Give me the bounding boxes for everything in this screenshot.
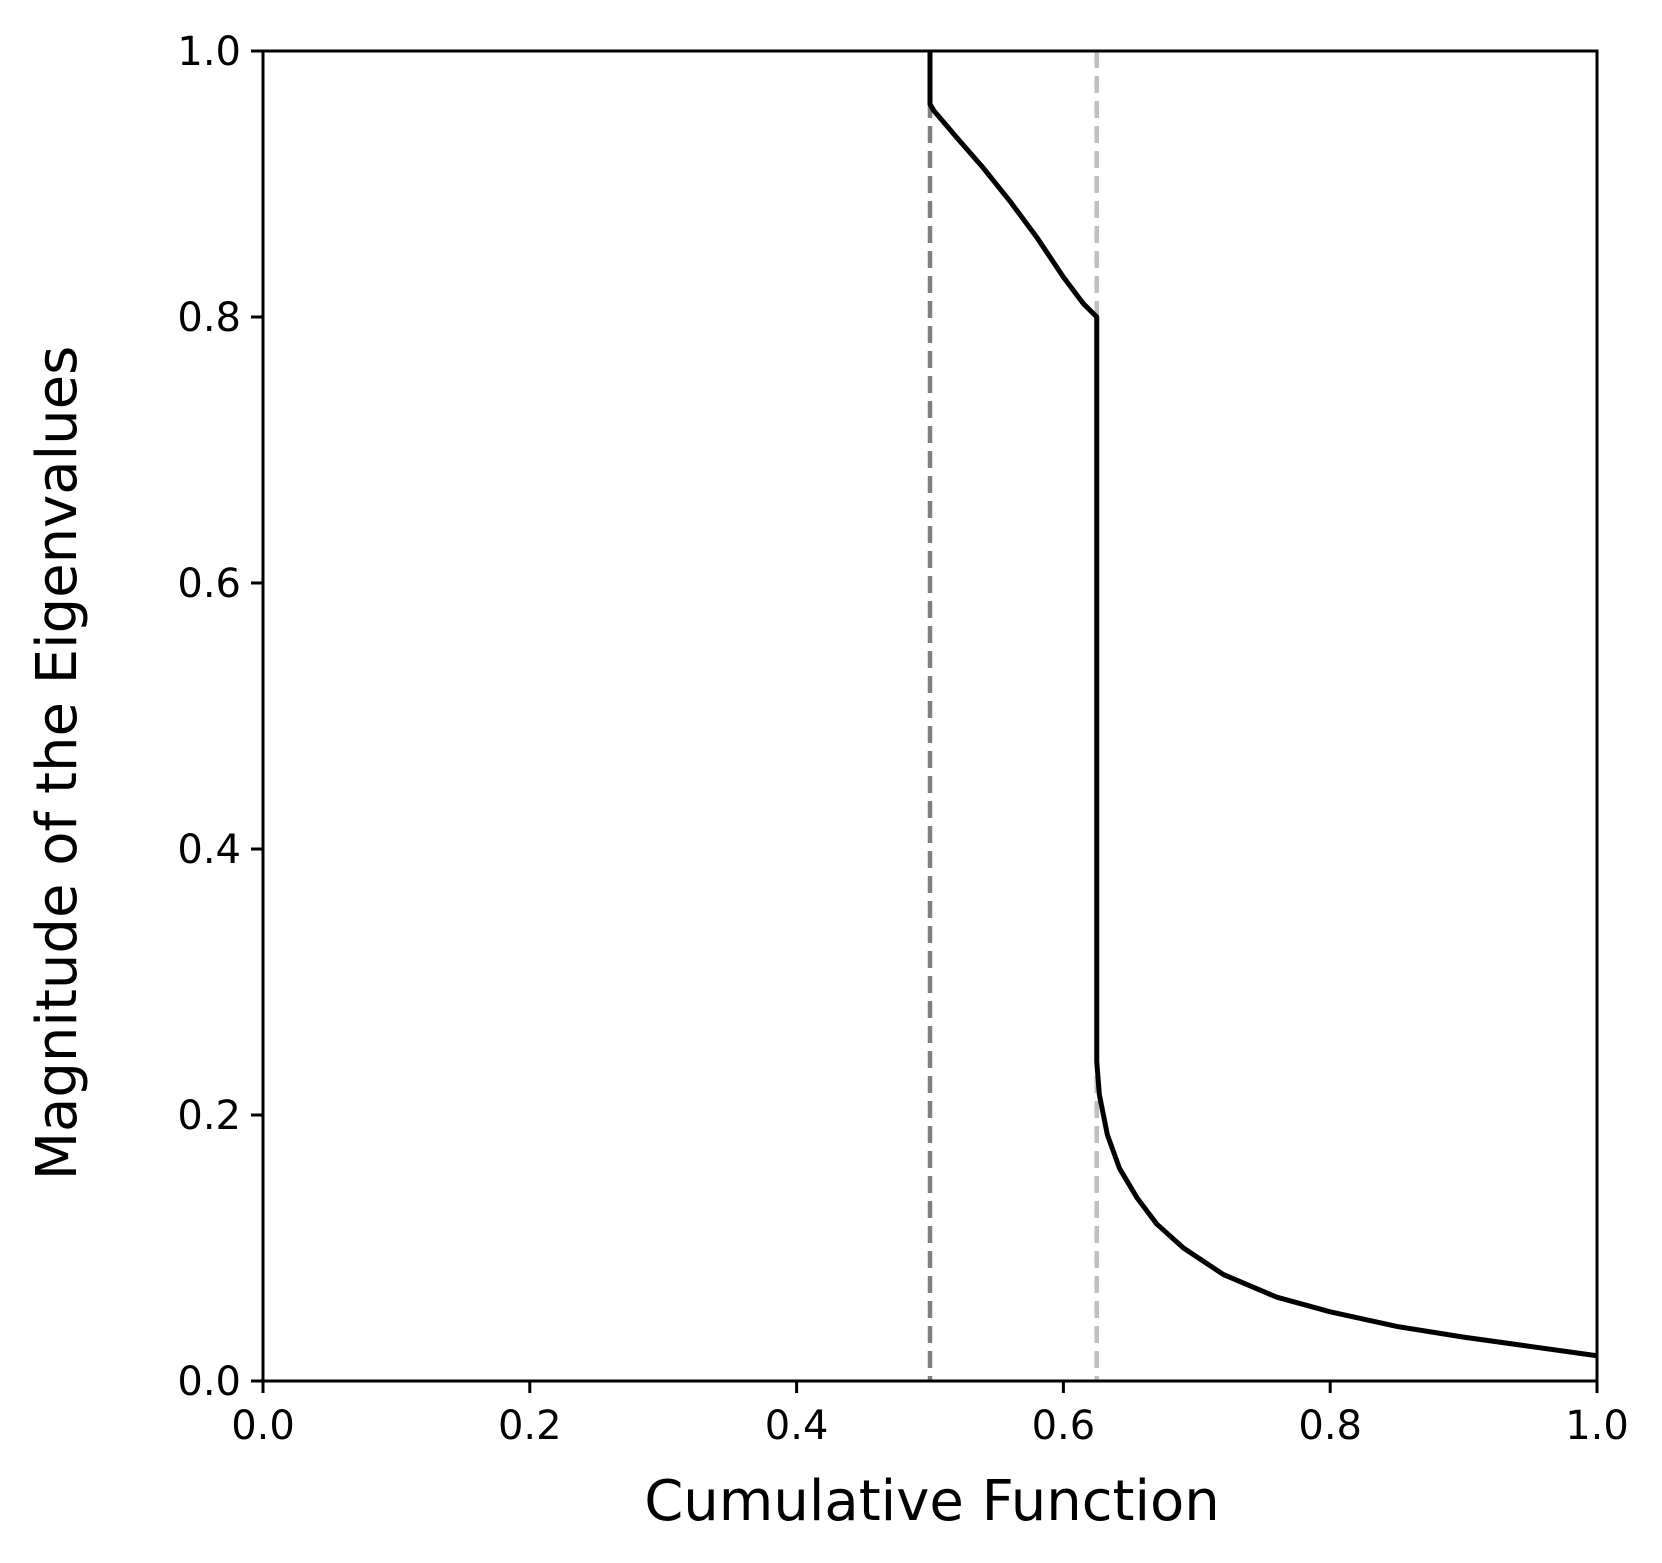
y-tick-label: 0.6	[177, 561, 241, 607]
y-axis-label: Magnitude of the Eigenvalues	[25, 346, 90, 1181]
axes: 0.0 0.2 0.4 0.6 0.8 1.0 0.0 0.2 0.4 0.6 0.8 1.0	[177, 29, 1628, 1449]
x-tick-label: 0.8	[1298, 1403, 1362, 1449]
y-tick-label: 1.0	[177, 29, 241, 75]
y-tick-label: 0.0	[177, 1359, 241, 1405]
x-tick-label: 0.0	[231, 1403, 295, 1449]
x-tick-label: 0.4	[765, 1403, 829, 1449]
x-axis-label: Cumulative Function	[644, 1469, 1220, 1534]
x-tick-label: 1.0	[1565, 1403, 1629, 1449]
y-tick-label: 0.2	[177, 1093, 241, 1139]
plot-area	[927, 51, 1598, 1381]
y-tick-label: 0.8	[177, 295, 241, 341]
series-line-1	[927, 51, 1598, 1359]
axes-frame	[261, 49, 1599, 1383]
y-tick-label: 0.4	[177, 827, 241, 873]
x-tick-label: 0.6	[1032, 1403, 1096, 1449]
x-tick-label: 0.2	[498, 1403, 562, 1449]
